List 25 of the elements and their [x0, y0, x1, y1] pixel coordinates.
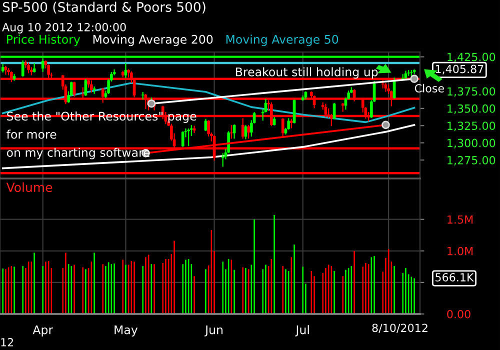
- annotation: 1,405.87: [436, 64, 484, 74]
- x-tick-label: Jun: [204, 325, 223, 336]
- annotation: Close: [414, 84, 444, 92]
- text: 12: [1, 338, 14, 346]
- y-tick-label: 1,275.00: [448, 156, 496, 166]
- x-tick-label: Jul: [295, 325, 309, 336]
- y-tick-label: 1,300.00: [448, 138, 496, 148]
- y-tick-label: 1,325.00: [448, 122, 496, 132]
- annotation: 566.1K: [436, 273, 474, 282]
- annotation: Breakout still holding up: [236, 67, 378, 79]
- chart-subtitle: Aug 10 2012 12:00:00: [2, 22, 126, 34]
- y-tick-label: 1.5M: [448, 215, 473, 224]
- y-tick-label: 1,375.00: [448, 87, 496, 97]
- y-tick-label: 1,350.00: [448, 104, 496, 114]
- chart-title: Volume: [6, 182, 52, 192]
- x-tick-label: Apr: [32, 325, 54, 337]
- text: Moving Average 50: [226, 34, 338, 46]
- series-label: Price History: [7, 34, 80, 46]
- text: 8/10/2012: [372, 324, 428, 333]
- x-tick-label: May: [114, 325, 138, 337]
- chart-title: SP-500 (Standard & Poors 500): [2, 2, 206, 14]
- y-tick-label: 1.0M: [448, 246, 473, 256]
- y-tick-label: 1,425.00: [448, 52, 496, 62]
- text: Moving Average 200: [93, 34, 213, 46]
- y-tick-label: 0.00: [447, 310, 470, 318]
